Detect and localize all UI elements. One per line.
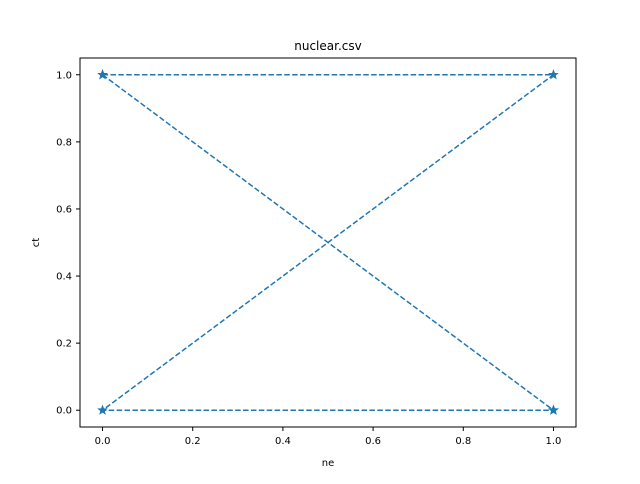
data-point-marker: [97, 404, 108, 415]
chart-title: nuclear.csv: [294, 39, 361, 53]
x-tick-label: 1.0: [546, 436, 562, 447]
data-point-marker: [548, 404, 559, 415]
plot-area: 0.0 0.2 0.4 0.6 0.8 1.0 0.0 0.2 0.4 0.6 0.8 1.0: [56, 57, 577, 447]
x-tick-label: 0.2: [185, 436, 201, 447]
y-tick-label: 0.8: [56, 137, 72, 148]
series-layer: [97, 69, 559, 415]
y-axis-label: ct: [31, 238, 42, 247]
y-tick-label: 0.6: [56, 204, 72, 215]
y-tick-label: 0.0: [56, 406, 72, 417]
series-line: [102, 74, 554, 411]
data-point-marker: [97, 69, 108, 80]
x-tick-label: 0.4: [275, 436, 291, 447]
y-tick-label: 1.0: [56, 70, 72, 81]
data-point-marker: [548, 69, 559, 80]
y-tick-label: 0.4: [56, 272, 72, 283]
x-axis-label: ne: [322, 458, 335, 469]
axes-frame: [79, 57, 577, 428]
x-axis-ticks: 0.0 0.2 0.4 0.6 0.8 1.0: [95, 427, 562, 447]
x-tick-label: 0.6: [365, 436, 381, 447]
x-tick-label: 0.8: [455, 436, 471, 447]
y-axis-ticks: 0.0 0.2 0.4 0.6 0.8 1.0: [56, 70, 80, 417]
y-tick-label: 0.2: [56, 339, 72, 350]
x-tick-label: 0.0: [95, 436, 111, 447]
